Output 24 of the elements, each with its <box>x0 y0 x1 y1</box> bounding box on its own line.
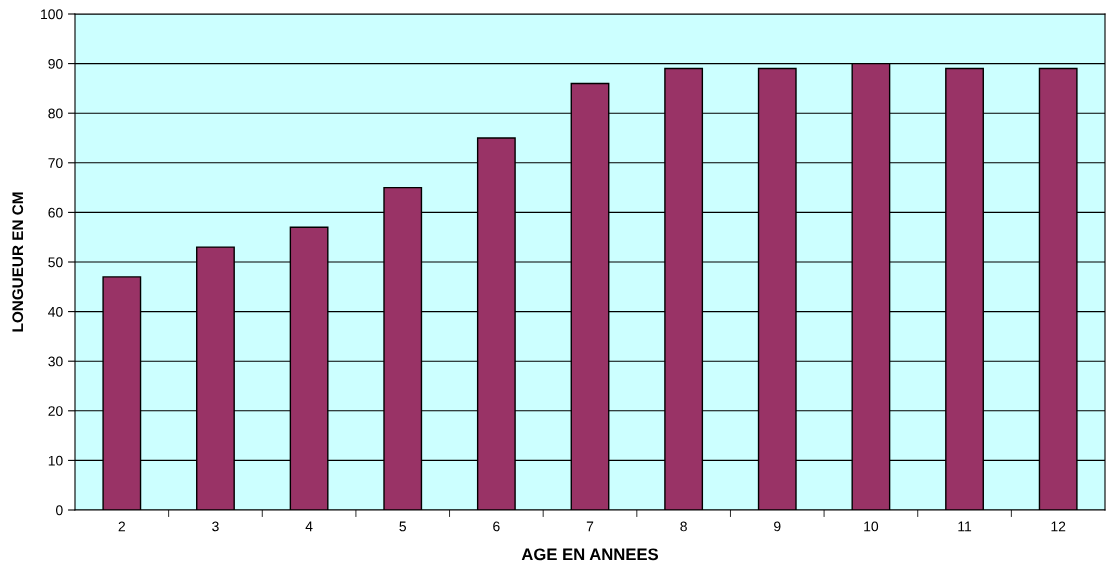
x-tick-label: 11 <box>958 521 972 532</box>
y-tick-label: 50 <box>48 257 63 268</box>
x-tick-label: 5 <box>399 521 407 532</box>
y-tick-label: 90 <box>48 58 63 69</box>
y-tick-label: 100 <box>41 9 63 20</box>
y-tick-label: 40 <box>48 306 63 317</box>
y-tick-label: 0 <box>56 505 63 516</box>
y-axis-title: LONGUEUR EN CM <box>12 192 24 332</box>
y-tick-label: 70 <box>48 158 63 168</box>
x-tick-label: 3 <box>212 521 219 532</box>
x-axis-title: AGE EN ANNEES <box>521 548 659 561</box>
x-tick-label: 4 <box>305 521 313 532</box>
x-tick-label: 6 <box>493 521 500 532</box>
x-tick-label: 9 <box>774 521 781 532</box>
y-tick-label: 10 <box>48 455 63 466</box>
x-tick-label: 7 <box>586 521 594 532</box>
x-tick-label: 12 <box>1051 521 1066 532</box>
x-tick-label: 10 <box>864 521 879 532</box>
y-tick-label: 60 <box>48 207 63 218</box>
x-tick-label: 2 <box>118 521 125 532</box>
y-tick-label: 20 <box>48 406 63 416</box>
x-tick-label: 8 <box>680 521 687 532</box>
y-tick-label: 30 <box>48 356 63 367</box>
y-tick-label: 80 <box>48 108 63 119</box>
